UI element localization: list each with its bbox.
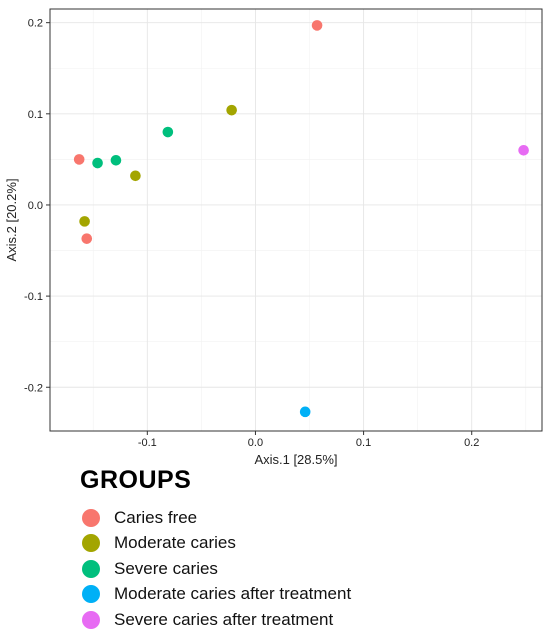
legend-label: Caries free: [114, 507, 198, 527]
legend-label: Severe caries after treatment: [114, 609, 334, 629]
legend-item-caries-free: Caries free: [78, 505, 351, 531]
y-tick-label: 0.2: [28, 18, 43, 30]
data-point: [73, 154, 85, 165]
axis-ticks: -0.1 0.0 0.1 0.2 -0.2 -0.1 0.0 0.1 0.2: [24, 18, 479, 449]
legend-label: Moderate caries after treatment: [114, 584, 352, 604]
data-points: [73, 20, 529, 418]
data-point: [299, 406, 311, 418]
legend-item-severe-caries-after-treatment: Severe caries after treatment: [78, 607, 351, 633]
legend-item-severe-caries: Severe caries: [78, 556, 351, 582]
data-point: [162, 126, 174, 138]
legend-item-moderate-caries: Moderate caries: [78, 531, 351, 557]
data-point: [226, 104, 237, 116]
legend-swatch-moderate-caries-after-treatment: [82, 585, 100, 604]
legend-label: Moderate caries: [114, 533, 236, 553]
grid-lines: [50, 9, 542, 431]
y-tick-label: 0.0: [28, 200, 43, 212]
x-tick-label: 0.1: [356, 437, 371, 449]
x-axis-title: Axis.1 [28.5%]: [254, 452, 337, 467]
data-point: [110, 155, 122, 166]
data-point: [92, 157, 103, 169]
y-axis-title: Axis.2 [20.2%]: [4, 178, 19, 261]
x-tick-label: 0.2: [464, 437, 479, 449]
legend-swatch-severe-caries: [82, 559, 100, 578]
data-point: [79, 216, 90, 227]
y-tick-label: -0.2: [24, 382, 43, 394]
data-point: [518, 144, 529, 156]
plot-panel-border: [49, 8, 543, 432]
data-point: [130, 170, 141, 182]
y-tick-label: -0.1: [24, 291, 43, 303]
legend-label: Severe caries: [114, 558, 218, 578]
y-tick-label: 0.1: [28, 109, 43, 121]
x-tick-label: -0.1: [138, 437, 157, 449]
data-point: [81, 233, 93, 244]
x-tick-label: 0.0: [248, 437, 263, 449]
legend-item-moderate-caries-after-treatment: Moderate caries after treatment: [78, 582, 351, 608]
pcoa-scatter-plot: -0.1 0.0 0.1 0.2 -0.2 -0.1 0.0 0.1 0.2 Axis.1 [2…: [4, 8, 543, 467]
legend: GROUPS Caries free Moderate caries Sever…: [78, 466, 351, 633]
legend-swatch-severe-caries-after-treatment: [82, 610, 100, 629]
data-point: [311, 20, 323, 31]
legend-title: GROUPS: [80, 466, 192, 494]
legend-swatch-caries-free: [82, 508, 100, 527]
legend-swatch-moderate-caries: [82, 534, 100, 553]
